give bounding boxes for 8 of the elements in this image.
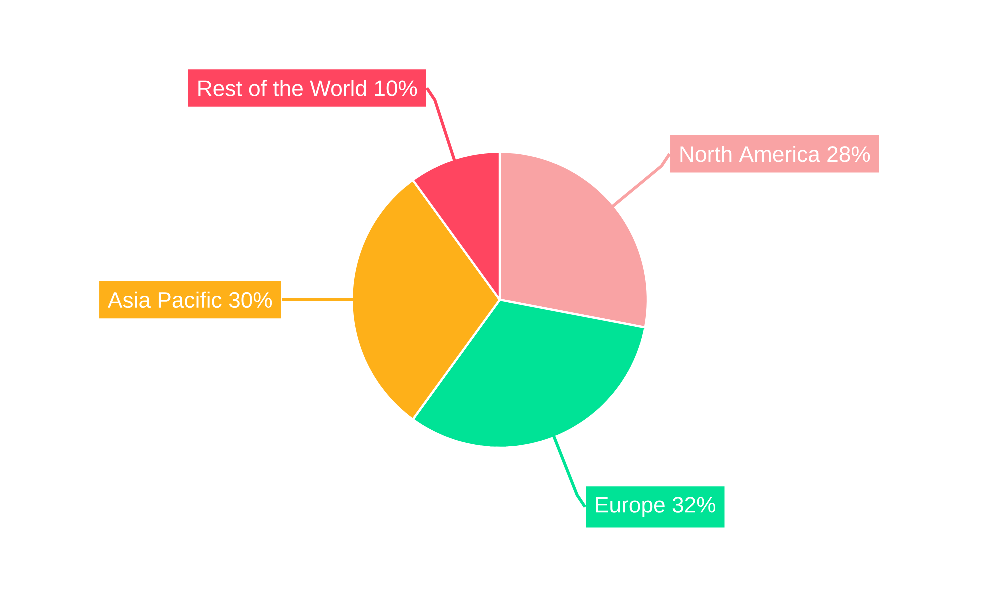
data-label: 28% <box>828 146 870 162</box>
slice-label: Asia Pacific <box>108 292 222 308</box>
slice-label: North America <box>680 146 820 162</box>
data-label: 10% <box>375 80 418 96</box>
data-label: 32% <box>672 497 716 513</box>
data-label: 30% <box>229 292 272 308</box>
slice-label: Rest of the World <box>198 80 366 96</box>
slice-label: Europe <box>596 497 665 518</box>
